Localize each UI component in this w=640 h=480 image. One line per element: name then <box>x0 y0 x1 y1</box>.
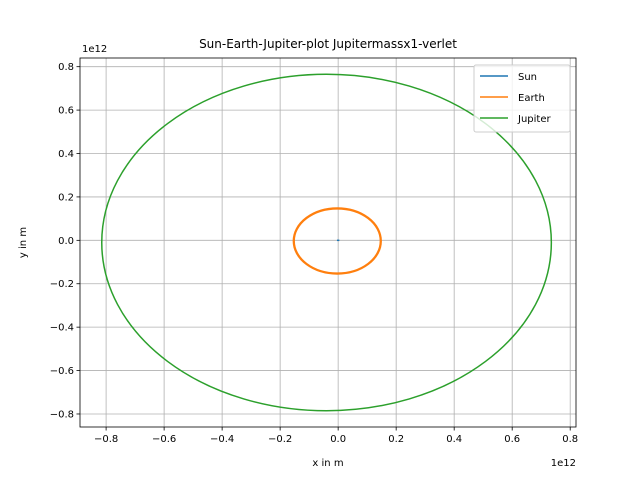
axis-ticks: −0.8 −0.6 −0.4 −0.2 0.0 0.2 0.4 0.6 0.8 −0.8 −0.6 −… <box>50 62 578 445</box>
y-tick-label: −0.2 <box>50 279 74 290</box>
y-axis-label: y in m <box>18 227 29 258</box>
y-tick-label: 0.6 <box>58 106 74 117</box>
x-axis-offset-label: 1e12 <box>551 458 576 469</box>
x-tick-label: −0.2 <box>268 434 292 445</box>
y-tick-label: 0.8 <box>58 62 74 73</box>
x-tick-label: 0.6 <box>504 434 520 445</box>
y-tick-label: −0.8 <box>50 409 74 420</box>
x-tick-label: −0.6 <box>152 434 176 445</box>
sun-legend-label: Sun <box>518 72 537 83</box>
x-axis-label: x in m <box>312 458 343 469</box>
chart-title: Sun-Earth-Jupiter-plot Jupitermassx1-ver… <box>199 37 457 51</box>
y-axis-offset-label: 1e12 <box>82 44 107 55</box>
plot-frame <box>79 57 577 428</box>
x-tick-label: 0.4 <box>446 434 462 445</box>
x-tick-label: −0.4 <box>210 434 234 445</box>
y-tick-label: 0.4 <box>58 149 74 160</box>
series-layer <box>101 73 553 412</box>
x-tick-label: −0.8 <box>94 434 118 445</box>
y-tick-label: 0.2 <box>58 192 74 203</box>
y-tick-label: −0.4 <box>50 323 74 334</box>
legend: Sun Earth Jupiter <box>473 64 571 133</box>
x-tick-label: 0.0 <box>330 434 346 445</box>
jupiter-orbit-line <box>101 73 553 412</box>
y-tick-label: −0.6 <box>50 366 74 377</box>
earth-orbit-line <box>292 207 382 275</box>
y-tick-label: 0.0 <box>58 236 74 247</box>
legend-entries: Sun Earth Jupiter <box>480 72 551 125</box>
x-tick-label: 0.8 <box>562 434 578 445</box>
legend-box <box>473 64 571 133</box>
earth-legend-label: Earth <box>518 93 545 104</box>
x-tick-label: 0.2 <box>388 434 404 445</box>
jupiter-legend-label: Jupiter <box>517 114 551 125</box>
